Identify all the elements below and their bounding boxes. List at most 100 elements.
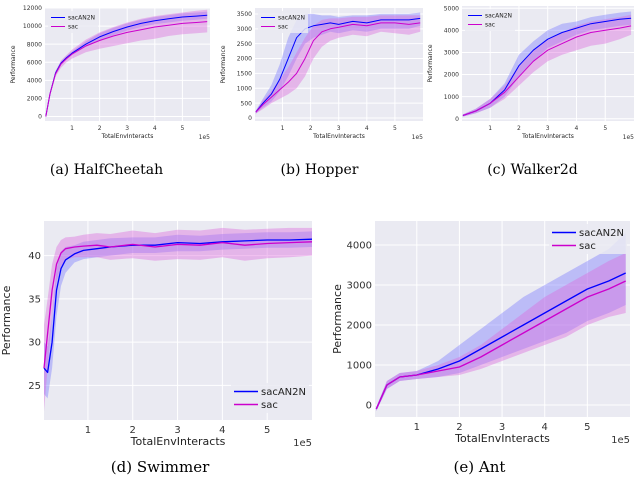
confidence-band-sac [462, 14, 632, 117]
x-tick-label: 3 [125, 125, 129, 132]
y-tick-label: 500 [241, 100, 253, 107]
legend-label-sacAN2N: sacAN2N [278, 15, 305, 22]
chart-halfcheetah: 1 2 3 4 5 0 2000 4000 6000 8000 10000 12000 TotalEnv… [10, 5, 211, 141]
y-axis-label: Performance [427, 44, 434, 82]
y-tick-label: 30 [28, 338, 41, 349]
legend-label-sacAN2N: sacAN2N [485, 13, 512, 20]
caption-swimmer: (d) Swimmer [0, 458, 320, 476]
y-tick-label: 2500 [237, 41, 252, 48]
x-tick-label: 4 [153, 125, 157, 132]
legend-label-sacAN2N: sacAN2N [68, 15, 95, 22]
caption-name: Hopper [304, 162, 359, 178]
legend [258, 11, 308, 33]
caption-label: (c) [487, 162, 506, 178]
legend-label-sac: sac [579, 241, 596, 252]
y-tick-label: 3000 [444, 50, 459, 57]
legend-label-sacAN2N: sacAN2N [261, 387, 306, 398]
y-tick-label: 0 [455, 116, 459, 123]
y-tick-label: 2000 [444, 72, 459, 79]
x-tick-label: 1 [488, 125, 492, 132]
y-axis-label: Performance [220, 45, 227, 83]
series-line-sac [375, 280, 626, 410]
y-tick-label: 25 [28, 381, 41, 392]
x-multiplier-label: 1e5 [199, 134, 211, 141]
y-tick-label: 4000 [444, 27, 459, 34]
legend [231, 383, 309, 413]
legend-label-sac: sac [261, 400, 278, 411]
chart-panel-swimmer: 1 2 3 4 5 25 30 35 40 TotalEnvInteracts 1e5 Perform… [0, 212, 320, 452]
x-tick-label: 3 [337, 125, 341, 132]
caption-name: Swimmer [136, 458, 210, 476]
caption-label: (d) [110, 458, 133, 476]
chart-walker2d: 1 2 3 4 5 0 1000 2000 3000 4000 5000 TotalEnvIntera… [427, 5, 635, 141]
caption-ant: (e) Ant [320, 458, 639, 476]
y-tick-label: 10000 [23, 23, 42, 30]
y-tick-label: 3000 [237, 26, 252, 33]
x-axis-label: TotalEnvInteracts [101, 133, 154, 140]
x-tick-label: 1 [85, 425, 91, 436]
y-tick-label: 40 [28, 251, 41, 262]
series-line-sac [255, 22, 421, 113]
x-tick-label: 1 [414, 422, 420, 433]
caption-hopper: (b) Hopper [213, 162, 426, 178]
y-tick-label: 1500 [237, 71, 252, 78]
chart-ant: 1 2 3 4 5 0 1000 2000 3000 4000 TotalEnvInteracts 1… [331, 221, 630, 446]
series-line-sacAN2N [255, 17, 421, 113]
x-axis-label: TotalEnvInteracts [130, 435, 226, 448]
y-tick-label: 4000 [347, 241, 372, 252]
x-tick-label: 3 [174, 425, 180, 436]
y-axis-label: Performance [331, 284, 344, 354]
y-tick-label: 0 [248, 115, 252, 122]
y-tick-label: 1000 [444, 94, 459, 101]
caption-name: Walker2d [510, 162, 578, 178]
y-tick-label: 4000 [27, 77, 42, 84]
x-tick-label: 5 [584, 422, 590, 433]
confidence-band-sacAN2N [376, 233, 626, 411]
series-line-sac [43, 241, 313, 369]
caption-label: (e) [453, 458, 475, 476]
y-tick-label: 12000 [23, 5, 42, 12]
legend [549, 224, 627, 254]
legend [465, 9, 515, 31]
x-tick-label: 4 [365, 125, 369, 132]
x-tick-label: 2 [130, 425, 136, 436]
x-multiplier-label: 1e5 [623, 134, 635, 141]
x-axis-label: TotalEnvInteracts [454, 432, 550, 445]
x-tick-label: 5 [264, 425, 270, 436]
y-tick-label: 3000 [347, 281, 372, 292]
y-tick-label: 5000 [444, 5, 459, 12]
confidence-band-sac [44, 227, 312, 412]
chart-panel-walker2d: 1 2 3 4 5 0 1000 2000 3000 4000 5000 TotalEnvIntera… [426, 0, 639, 160]
x-axis-label: TotalEnvInteracts [312, 133, 365, 140]
x-multiplier-label: 1e5 [611, 435, 630, 446]
caption-name: Ant [478, 458, 506, 476]
x-multiplier-label: 1e5 [293, 438, 312, 449]
x-tick-label: 4 [542, 422, 548, 433]
y-tick-label: 2000 [347, 321, 372, 332]
chart-hopper: 1 2 3 4 5 0 500 1000 1500 2000 2500 3000 3500 TotalEn… [220, 8, 424, 141]
confidence-band-sac [255, 15, 421, 114]
x-tick-label: 1 [281, 125, 285, 132]
y-axis-label: Performance [10, 45, 17, 83]
series-line-sac [45, 21, 208, 117]
x-multiplier-label: 1e5 [412, 134, 424, 141]
y-axis-label: Performance [0, 285, 13, 355]
legend-label-sac: sac [278, 24, 288, 31]
x-tick-label: 1 [70, 125, 74, 132]
chart-panel-halfcheetah: 1 2 3 4 5 0 2000 4000 6000 8000 10000 12000 TotalEnv… [0, 0, 213, 160]
legend-label-sac: sac [68, 24, 78, 31]
x-tick-label: 5 [603, 125, 607, 132]
x-tick-label: 5 [393, 125, 397, 132]
x-tick-label: 4 [575, 125, 579, 132]
y-tick-label: 8000 [27, 41, 42, 48]
y-tick-label: 1000 [237, 85, 252, 92]
caption-name: HalfCheetah [73, 162, 164, 178]
x-tick-label: 3 [499, 422, 505, 433]
x-axis-label: TotalEnvInteracts [521, 133, 574, 140]
chart-panel-ant: 1 2 3 4 5 0 1000 2000 3000 4000 TotalEnvInteracts 1… [320, 212, 639, 452]
legend-label-sac: sac [485, 22, 495, 29]
x-tick-label: 4 [219, 425, 225, 436]
y-tick-label: 2000 [237, 56, 252, 63]
x-tick-label: 2 [98, 125, 102, 132]
caption-halfcheetah: (a) HalfCheetah [0, 162, 213, 178]
